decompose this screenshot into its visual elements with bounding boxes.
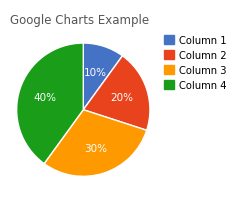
Text: 10%: 10% bbox=[84, 67, 107, 77]
Text: Google Charts Example: Google Charts Example bbox=[10, 14, 149, 27]
Wedge shape bbox=[17, 44, 83, 164]
Legend: Column 1, Column 2, Column 3, Column 4: Column 1, Column 2, Column 3, Column 4 bbox=[164, 35, 227, 90]
Text: 40%: 40% bbox=[34, 93, 57, 103]
Wedge shape bbox=[83, 57, 150, 131]
Text: 30%: 30% bbox=[84, 143, 107, 153]
Wedge shape bbox=[83, 44, 122, 110]
Text: 20%: 20% bbox=[110, 93, 133, 103]
Wedge shape bbox=[44, 110, 147, 176]
